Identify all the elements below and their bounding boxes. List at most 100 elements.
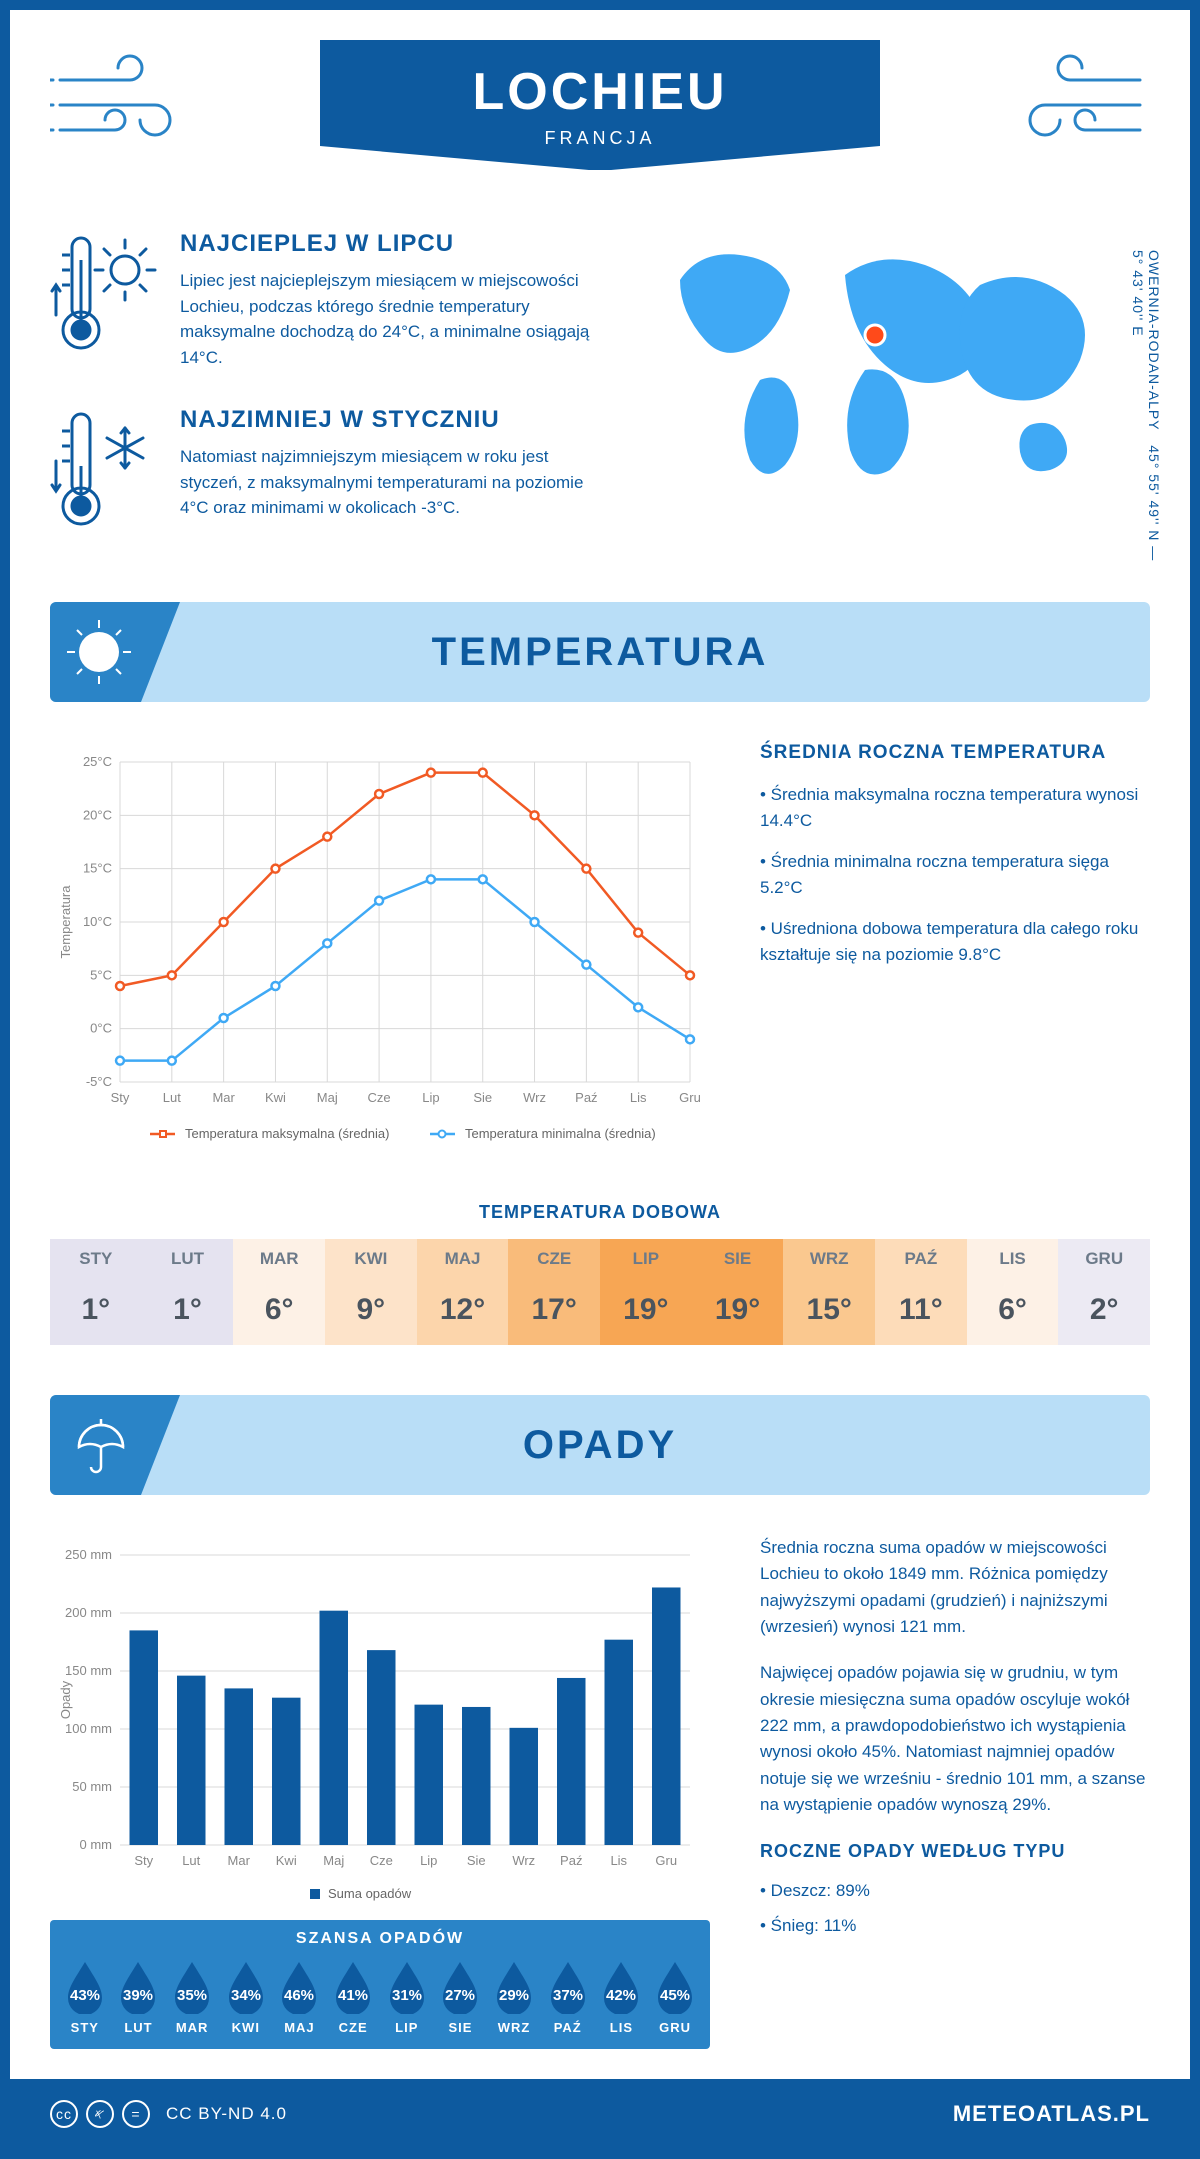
daily-month-cell: PAŹ	[875, 1239, 967, 1279]
svg-text:Lut: Lut	[163, 1090, 181, 1105]
warmest-title: NAJCIEPLEJ W LIPCU	[180, 230, 610, 258]
svg-text:Opady: Opady	[58, 1680, 73, 1719]
svg-text:Sty: Sty	[111, 1090, 130, 1105]
svg-text:150 mm: 150 mm	[65, 1663, 112, 1678]
daily-value-cell: 2°	[1058, 1279, 1150, 1345]
daily-value-cell: 6°	[967, 1279, 1059, 1345]
world-map-icon	[650, 230, 1110, 490]
svg-text:15°C: 15°C	[83, 861, 112, 876]
daily-month-cell: CZE	[508, 1239, 600, 1279]
svg-text:25°C: 25°C	[83, 754, 112, 769]
svg-text:Gru: Gru	[679, 1090, 701, 1105]
svg-text:35%: 35%	[177, 1987, 207, 2004]
daily-month-cell: KWI	[325, 1239, 417, 1279]
daily-month-cell: MAJ	[417, 1239, 509, 1279]
coldest-block: NAJZIMNIEJ W STYCZNIU Natomiast najzimni…	[50, 406, 610, 536]
daily-value-cell: 1°	[50, 1279, 142, 1345]
precip-para-2: Najwięcej opadów pojawia się w grudniu, …	[760, 1660, 1150, 1818]
temperature-title: TEMPERATURA	[180, 630, 1150, 675]
svg-text:50 mm: 50 mm	[72, 1779, 112, 1794]
temperature-banner: TEMPERATURA	[50, 602, 1150, 702]
precip-para-1: Średnia roczna suma opadów w miejscowośc…	[760, 1535, 1150, 1640]
umbrella-icon	[67, 1413, 131, 1477]
svg-text:0°C: 0°C	[90, 1021, 112, 1036]
chance-drop: 39%LUT	[113, 1958, 163, 2035]
precip-type-title: ROCZNE OPADY WEDŁUG TYPU	[760, 1838, 1150, 1866]
svg-text:Cze: Cze	[368, 1090, 391, 1105]
svg-text:20°C: 20°C	[83, 807, 112, 822]
daily-value-cell: 19°	[692, 1279, 784, 1345]
annual-temp-title: ŚREDNIA ROCZNA TEMPERATURA	[760, 742, 1150, 764]
daily-value-cell: 15°	[783, 1279, 875, 1345]
daily-month-cell: LIP	[600, 1239, 692, 1279]
svg-text:100 mm: 100 mm	[65, 1721, 112, 1736]
daily-month-cell: SIE	[692, 1239, 784, 1279]
coordinates-text: OWERNIA-RODAN-ALPY 45° 55' 49'' N — 5° 4…	[1130, 250, 1162, 572]
svg-text:34%: 34%	[231, 1987, 261, 2004]
svg-text:37%: 37%	[553, 1987, 583, 2004]
svg-text:Lis: Lis	[610, 1853, 627, 1868]
daily-month-cell: GRU	[1058, 1239, 1150, 1279]
chance-drop: 37%PAŹ	[543, 1958, 593, 2035]
chance-drop: 46%MAJ	[274, 1958, 324, 2035]
precip-type-bullets: • Deszcz: 89%• Śnieg: 11%	[760, 1878, 1150, 1939]
svg-text:0 mm: 0 mm	[80, 1837, 113, 1852]
thermometer-snow-icon	[50, 406, 160, 536]
svg-text:29%: 29%	[499, 1987, 529, 2004]
svg-text:Gru: Gru	[655, 1853, 677, 1868]
chance-drop: 43%STY	[60, 1958, 110, 2035]
svg-text:Sty: Sty	[134, 1853, 153, 1868]
daily-value-cell: 6°	[233, 1279, 325, 1345]
svg-text:Temperatura: Temperatura	[58, 885, 73, 959]
footer: cc𐤀= CC BY-ND 4.0 METEOATLAS.PL	[10, 2079, 1190, 2149]
chance-drop: 42%LIS	[596, 1958, 646, 2035]
daily-month-cell: WRZ	[783, 1239, 875, 1279]
chance-drop: 31%LIP	[382, 1958, 432, 2035]
map-block: OWERNIA-RODAN-ALPY 45° 55' 49'' N — 5° 4…	[650, 230, 1150, 572]
svg-text:10°C: 10°C	[83, 914, 112, 929]
daily-value-cell: 9°	[325, 1279, 417, 1345]
cc-icons: cc𐤀=	[50, 2100, 150, 2128]
daily-temp-value-row: 1°1°6°9°12°17°19°19°15°11°6°2°	[50, 1279, 1150, 1345]
svg-text:Kwi: Kwi	[265, 1090, 286, 1105]
coldest-text: Natomiast najzimniejszym miesiącem w rok…	[180, 444, 610, 521]
svg-text:5°C: 5°C	[90, 967, 112, 982]
svg-text:Lip: Lip	[422, 1090, 439, 1105]
daily-month-cell: LIS	[967, 1239, 1059, 1279]
svg-text:Kwi: Kwi	[276, 1853, 297, 1868]
svg-text:200 mm: 200 mm	[65, 1605, 112, 1620]
chance-drop: 29%WRZ	[489, 1958, 539, 2035]
daily-temp-header-row: STYLUTMARKWIMAJCZELIPSIEWRZPAŹLISGRU	[50, 1239, 1150, 1279]
annual-temp-bullets: • Średnia maksymalna roczna temperatura …	[760, 782, 1150, 967]
location-marker-icon	[865, 325, 885, 345]
svg-text:Maj: Maj	[317, 1090, 338, 1105]
svg-text:Temperatura maksymalna (średni: Temperatura maksymalna (średnia)	[185, 1126, 389, 1141]
brand-text: METEOATLAS.PL	[953, 2101, 1150, 2127]
daily-value-cell: 11°	[875, 1279, 967, 1345]
svg-text:31%: 31%	[392, 1987, 422, 2004]
wind-deco-left	[50, 50, 200, 160]
svg-text:45%: 45%	[660, 1987, 690, 2004]
svg-text:46%: 46%	[284, 1987, 314, 2004]
svg-text:Sie: Sie	[473, 1090, 492, 1105]
daily-value-cell: 17°	[508, 1279, 600, 1345]
header: LOCHIEU FRANCJA	[50, 40, 1150, 200]
sun-icon	[64, 617, 134, 687]
svg-text:Cze: Cze	[370, 1853, 393, 1868]
chance-drop: 45%GRU	[650, 1958, 700, 2035]
coldest-title: NAJZIMNIEJ W STYCZNIU	[180, 406, 610, 434]
daily-month-cell: MAR	[233, 1239, 325, 1279]
svg-text:39%: 39%	[123, 1987, 153, 2004]
svg-text:Lis: Lis	[630, 1090, 647, 1105]
svg-text:Sie: Sie	[467, 1853, 486, 1868]
svg-text:Lip: Lip	[420, 1853, 437, 1868]
svg-text:Temperatura minimalna (średnia: Temperatura minimalna (średnia)	[465, 1126, 656, 1141]
daily-temp-title: TEMPERATURA DOBOWA	[50, 1202, 1150, 1223]
annual-temp-bullet: • Uśredniona dobowa temperatura dla całe…	[760, 916, 1150, 967]
svg-text:Wrz: Wrz	[523, 1090, 546, 1105]
svg-text:-5°C: -5°C	[86, 1074, 112, 1089]
svg-text:Wrz: Wrz	[512, 1853, 535, 1868]
warmest-block: NAJCIEPLEJ W LIPCU Lipiec jest najcieple…	[50, 230, 610, 370]
city-title: LOCHIEU	[320, 62, 880, 122]
license-text: CC BY-ND 4.0	[166, 2104, 287, 2124]
